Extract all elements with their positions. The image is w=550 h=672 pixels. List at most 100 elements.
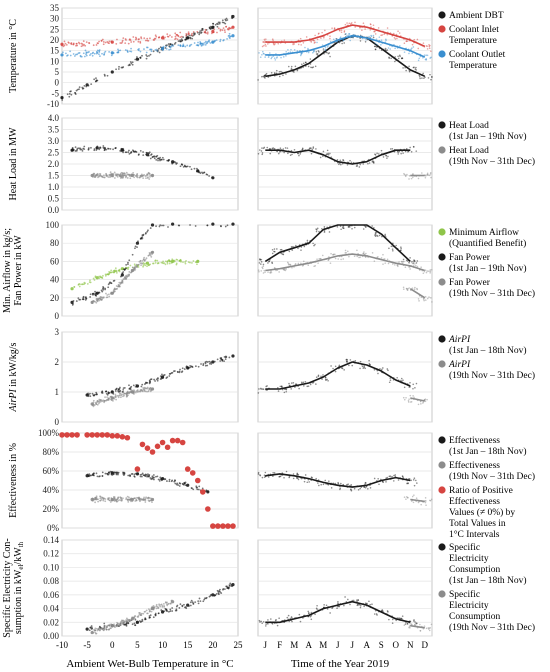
scatter-dot xyxy=(94,80,97,83)
scatter-dot xyxy=(207,40,210,43)
scatter-dot xyxy=(104,399,106,402)
scatter-dot xyxy=(94,501,97,504)
time-dot xyxy=(257,392,260,394)
scatter-dot xyxy=(89,392,91,395)
scatter-dot xyxy=(197,41,199,44)
time-dot xyxy=(316,41,318,44)
scatter-dot xyxy=(163,262,166,265)
time-dot xyxy=(347,483,349,486)
time-dot xyxy=(310,611,313,614)
series-time-2 xyxy=(403,621,433,632)
time-dot xyxy=(284,147,287,149)
time-dot xyxy=(399,617,402,620)
time-dot xyxy=(422,402,424,404)
scatter-dot xyxy=(148,54,150,57)
scatter-dot xyxy=(202,600,205,603)
scatter-dot xyxy=(183,603,185,606)
scatter-dot xyxy=(118,499,121,501)
scatter-dot xyxy=(179,31,182,34)
scatter-dot xyxy=(128,273,130,276)
scatter-dot xyxy=(83,85,86,87)
scatter-dot xyxy=(100,497,103,500)
time-dot xyxy=(387,611,389,613)
scatter-dot xyxy=(146,265,148,268)
scatter-dot xyxy=(165,377,168,379)
scatter-dot xyxy=(135,174,138,177)
y-tick-label: 1.5 xyxy=(48,171,60,181)
scatter-dot xyxy=(147,152,150,154)
time-dot xyxy=(368,600,370,603)
time-dot xyxy=(259,621,261,623)
scatter-dot xyxy=(219,225,222,227)
scatter-dot xyxy=(108,273,110,275)
time-dot xyxy=(403,173,406,176)
time-dot xyxy=(304,46,306,49)
scatter-dot xyxy=(109,292,112,295)
legend-sublabel: (1st Jan – 19th Nov) xyxy=(449,263,527,274)
time-dot xyxy=(389,148,392,150)
scatter-dot xyxy=(156,154,159,157)
time-dot xyxy=(329,262,332,264)
time-dot xyxy=(317,375,320,378)
scatter-dot xyxy=(165,601,167,604)
time-dot xyxy=(346,361,348,363)
scatter-dot xyxy=(125,267,127,270)
time-dot xyxy=(368,359,370,362)
time-dot xyxy=(291,620,293,623)
scatter-dot xyxy=(96,403,99,406)
scatter-dot xyxy=(107,293,110,296)
legend-label: Specific xyxy=(449,589,480,600)
ratio-point xyxy=(134,466,141,472)
scatter-dot xyxy=(195,44,198,47)
scatter-dot xyxy=(152,616,155,619)
time-dot xyxy=(312,147,315,149)
y-axis-label-line2: Fan Power in kW xyxy=(13,235,24,306)
scatter-dot xyxy=(183,368,186,370)
scatter-dot xyxy=(147,390,150,392)
scatter-dot xyxy=(191,32,193,35)
scatter-dot xyxy=(102,145,105,147)
y-tick-label: 80 xyxy=(50,238,60,248)
time-dot xyxy=(409,268,411,270)
scatter-dot xyxy=(142,233,145,236)
time-dot xyxy=(316,258,318,260)
time-dot xyxy=(368,35,370,38)
y-tick-label: 0 xyxy=(55,311,60,321)
time-dot xyxy=(386,368,389,370)
time-dot xyxy=(261,45,264,48)
scatter-dot xyxy=(92,176,94,178)
time-dot xyxy=(309,615,312,618)
time-dot xyxy=(364,28,366,30)
scatter-dot xyxy=(219,360,222,362)
time-dot xyxy=(408,52,410,55)
scatter-dot xyxy=(106,175,109,178)
legend-label: Heat Load xyxy=(449,121,489,131)
time-dot xyxy=(426,398,428,401)
scatter-dot xyxy=(106,40,109,43)
scatter-dot xyxy=(128,496,130,499)
legend-label: Ambient DBT xyxy=(449,11,504,21)
time-dot xyxy=(350,22,353,24)
ratio-point xyxy=(74,432,80,438)
y-tick-label: 20 xyxy=(50,293,60,303)
time-dot xyxy=(408,398,410,400)
scatter-dot xyxy=(80,148,83,151)
scatter-dot xyxy=(103,626,106,629)
scatter-dot xyxy=(101,52,103,55)
time-dot xyxy=(369,29,372,31)
time-dot xyxy=(361,29,363,32)
scatter-dot xyxy=(160,603,163,606)
scatter-dot xyxy=(83,145,86,148)
time-dot xyxy=(413,484,416,487)
time-dot xyxy=(261,147,263,149)
y-tick-label: 2.5 xyxy=(48,148,60,158)
time-dot xyxy=(359,256,362,258)
scatter-dot xyxy=(202,364,205,367)
scatter-dot xyxy=(112,148,114,151)
scatter-dot xyxy=(141,618,144,621)
scatter-dot xyxy=(150,378,153,381)
scatter-dot xyxy=(119,396,122,399)
time-dot xyxy=(353,487,356,490)
time-dot xyxy=(426,172,429,175)
x-tick-label: 10 xyxy=(158,640,168,650)
